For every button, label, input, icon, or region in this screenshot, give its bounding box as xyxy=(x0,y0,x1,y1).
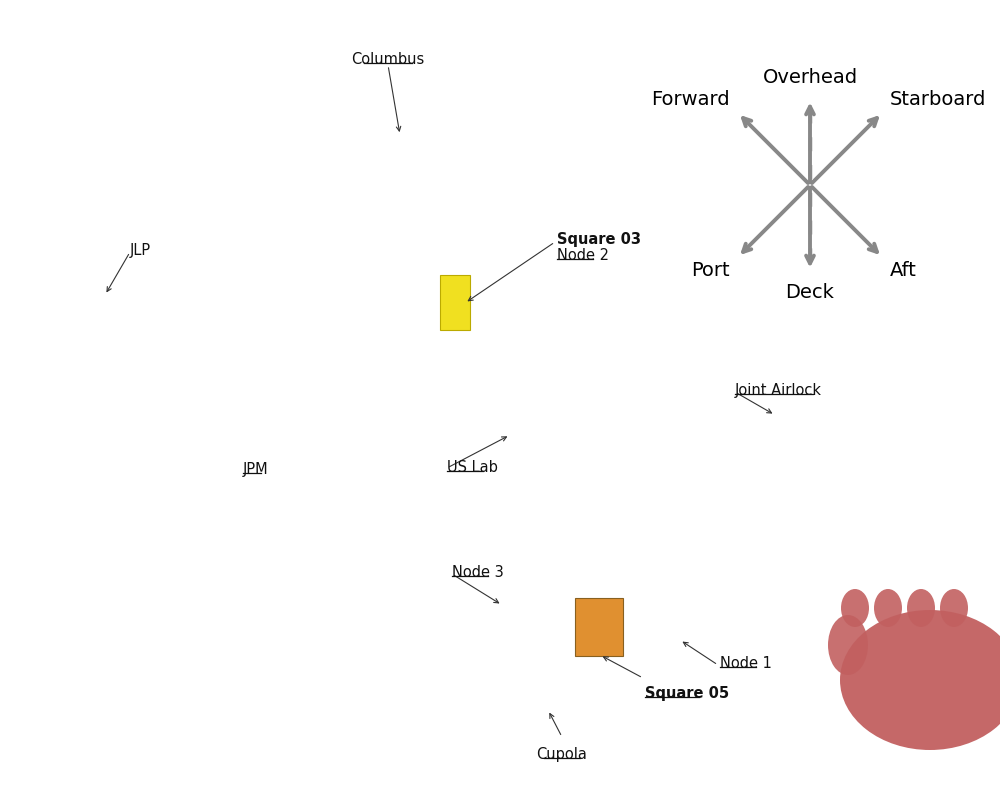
Bar xyxy=(575,598,623,656)
Text: Starboard: Starboard xyxy=(890,90,986,109)
Text: Joint Airlock: Joint Airlock xyxy=(735,383,822,398)
Text: Node 3: Node 3 xyxy=(452,565,504,580)
Text: US Lab: US Lab xyxy=(447,460,498,475)
Text: Node 1: Node 1 xyxy=(720,656,772,671)
Ellipse shape xyxy=(841,589,869,627)
Bar xyxy=(440,275,470,330)
Text: Forward: Forward xyxy=(651,90,730,109)
Ellipse shape xyxy=(828,615,868,675)
Text: Square 03: Square 03 xyxy=(557,232,641,247)
Text: JPM: JPM xyxy=(243,462,269,477)
Ellipse shape xyxy=(874,589,902,627)
Text: Columbus: Columbus xyxy=(351,52,425,67)
Text: Port: Port xyxy=(691,261,730,280)
Text: JLP: JLP xyxy=(130,243,151,258)
Text: Cupola: Cupola xyxy=(537,747,587,762)
Ellipse shape xyxy=(940,589,968,627)
Text: Deck: Deck xyxy=(786,283,834,302)
Ellipse shape xyxy=(840,610,1000,750)
Text: Node 2: Node 2 xyxy=(557,248,609,263)
Text: Overhead: Overhead xyxy=(762,68,858,87)
Text: Square 05: Square 05 xyxy=(645,686,729,701)
Ellipse shape xyxy=(907,589,935,627)
Text: Aft: Aft xyxy=(890,261,917,280)
